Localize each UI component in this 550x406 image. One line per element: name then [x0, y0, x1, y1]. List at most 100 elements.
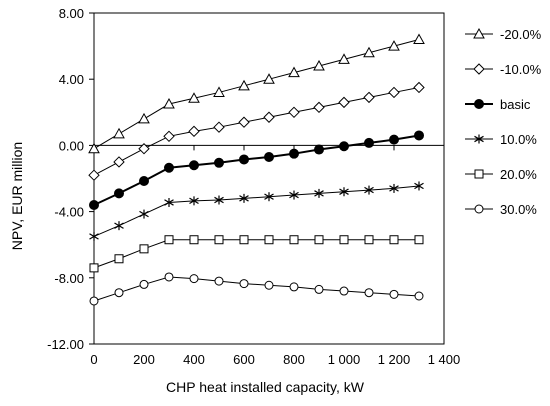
- series-20-0-point: [338, 53, 350, 64]
- series-10-0-point: [314, 188, 324, 198]
- series-20-0-point: [113, 127, 125, 139]
- series-10-0-point: [239, 193, 249, 203]
- series-10-0-point: [388, 86, 400, 99]
- series-layer: [88, 33, 425, 306]
- legend-marker: [474, 134, 484, 144]
- series-basic-point: [239, 154, 249, 165]
- series-10-0-point: [188, 125, 200, 138]
- legend-item: -10.0%: [465, 62, 542, 77]
- series-20-0-point: [364, 235, 374, 245]
- y-axis-title: NPV, EUR million: [9, 142, 25, 250]
- series-basic-point: [364, 137, 374, 148]
- y-tick-label: 4.00: [59, 72, 84, 87]
- series-10-0-point: [139, 209, 149, 219]
- legend-marker: [474, 99, 484, 109]
- series-10-0-point: [263, 111, 275, 123]
- legend-marker: [474, 204, 484, 214]
- legend-item: 10.0%: [465, 132, 537, 147]
- x-tick-label: 0: [90, 352, 97, 367]
- legend-label: 30.0%: [500, 202, 537, 217]
- series-30-0-point: [289, 282, 299, 292]
- legend-item: 30.0%: [465, 202, 537, 217]
- series-10-0-point: [339, 187, 349, 197]
- series-20-0-point: [314, 235, 324, 245]
- legend-marker: [473, 63, 485, 75]
- series-10-0-point: [363, 91, 375, 104]
- series-30-0: [89, 272, 424, 306]
- series-10-0-point: [414, 181, 424, 191]
- series-30-0-point: [414, 291, 424, 301]
- series-basic-point: [214, 157, 224, 168]
- legend-item: basic: [465, 97, 531, 112]
- legend-marker: [473, 27, 485, 39]
- series-20-0-point: [414, 235, 424, 245]
- series-20-0-point: [388, 40, 400, 51]
- series-20-0-point: [239, 235, 249, 245]
- series-20-0-point: [189, 235, 199, 245]
- legend-label: 20.0%: [500, 167, 537, 182]
- series-10-0-point: [264, 192, 274, 202]
- series-10-0-point: [164, 197, 174, 207]
- series-20-0-point: [238, 79, 250, 91]
- series-basic-point: [389, 134, 399, 145]
- series-20-0-point: [413, 33, 425, 44]
- x-tick-label: 800: [283, 352, 305, 367]
- series-30-0-point: [189, 274, 199, 284]
- series-10-0-point: [138, 143, 150, 155]
- axes: 8.00 4.00 0.00 -4.00 -8.00 -12.00 0 200 400 600 80…: [47, 6, 460, 367]
- series-30-0-point: [389, 289, 399, 299]
- x-tick-label: 1 000: [328, 352, 361, 367]
- series-20-0-point: [89, 263, 99, 273]
- legend-label: -10.0%: [500, 62, 542, 77]
- series-basic-point: [114, 188, 124, 199]
- series-20-0-point: [289, 235, 299, 245]
- series-basic-point: [164, 162, 174, 173]
- series-basic: [89, 130, 424, 210]
- series-10-0: [88, 81, 425, 181]
- legend-marker: [474, 169, 484, 179]
- series-10-0: [89, 181, 424, 241]
- legend-label: basic: [500, 97, 531, 112]
- series-30-0-point: [239, 279, 249, 289]
- series-20-0: [88, 33, 425, 154]
- series-20-0-point: [88, 142, 100, 154]
- series-30-0-point: [114, 288, 124, 298]
- legend-item: -20.0%: [465, 27, 542, 42]
- x-tick-label: 1 200: [378, 352, 411, 367]
- series-20-0: [89, 235, 424, 273]
- series-30-0-point: [89, 296, 99, 306]
- series-basic-point: [139, 175, 149, 186]
- x-tick-label: 600: [233, 352, 255, 367]
- series-20-0-point: [313, 59, 325, 71]
- series-basic-point: [264, 151, 274, 162]
- series-30-0-point: [264, 280, 274, 290]
- series-10-0-point: [113, 156, 125, 168]
- series-30-0-point: [314, 284, 324, 294]
- series-10-0-point: [88, 169, 100, 181]
- series-10-0-point: [238, 116, 250, 128]
- x-tick-label: 1 400: [428, 352, 461, 367]
- series-20-0-point: [363, 46, 375, 58]
- y-tick-label: 0.00: [59, 138, 84, 153]
- series-20-0-point: [264, 235, 274, 245]
- series-30-0-point: [364, 288, 374, 298]
- series-20-0-point: [288, 66, 300, 78]
- series-20-0-point: [213, 86, 225, 97]
- series-10-0-point: [189, 196, 199, 206]
- series-20-0-point: [339, 235, 349, 245]
- series-20-0-point: [214, 235, 224, 245]
- series-10-0-point: [288, 106, 300, 119]
- series-10-0-point: [389, 183, 399, 193]
- x-tick-label: 200: [133, 352, 155, 367]
- series-10-0-point: [214, 195, 224, 205]
- x-axis-title: CHP heat installed capacity, kW: [166, 379, 365, 395]
- series-10-0-point: [338, 96, 350, 109]
- series-30-0-point: [139, 279, 149, 289]
- y-tick-label: 8.00: [59, 6, 84, 21]
- series-20-0-point: [164, 235, 174, 245]
- series-basic-point: [189, 160, 199, 171]
- series-30-0-point: [214, 276, 224, 286]
- y-tick-label: -4.00: [54, 205, 84, 220]
- legend-item: 20.0%: [465, 167, 537, 182]
